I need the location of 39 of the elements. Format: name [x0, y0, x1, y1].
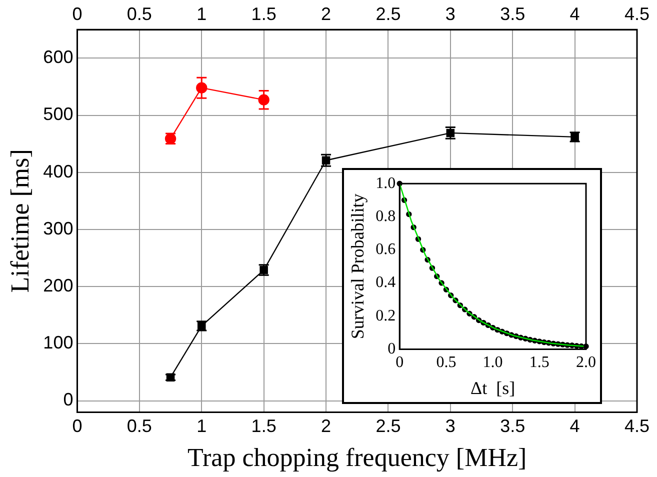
x2-tick-label: 2 — [321, 4, 332, 24]
y-tick-label: 0.4 — [376, 274, 396, 292]
x-axis-title: Δt [s] — [470, 378, 516, 398]
y-tick-label: 0 — [388, 340, 396, 358]
x2-tick-label: 2.5 — [376, 4, 401, 24]
x-tick-label: 3 — [445, 416, 456, 436]
y-tick-label: 0.8 — [376, 208, 396, 225]
x-tick-label: 0.5 — [126, 416, 152, 436]
x-tick-label: 1.5 — [529, 354, 550, 372]
x-tick-label: 4.5 — [624, 416, 650, 436]
x-tick-label: 0.5 — [436, 354, 456, 372]
y-tick-label: 600 — [43, 47, 74, 68]
x2-tick-label: 4 — [570, 4, 580, 24]
y-tick-label: 300 — [43, 218, 74, 238]
x-tick-label: 3.5 — [500, 416, 526, 436]
y-tick-label: 1.0 — [376, 174, 396, 192]
x-tick-label: 2.5 — [376, 416, 401, 436]
x-tick-label: 1 — [196, 416, 207, 436]
y-tick-label: 200 — [43, 276, 74, 296]
y-tick-label: 100 — [43, 332, 74, 353]
x-axis-title: Trap chopping frequency [MHz] — [188, 443, 527, 472]
y-axis-title: Lifetime [ms] — [5, 149, 34, 293]
x2-tick-label: 3.5 — [500, 4, 526, 24]
x2-tick-label: 3 — [445, 4, 456, 24]
y-tick-label: 0.2 — [376, 307, 396, 324]
x-tick-label: 2.0 — [576, 354, 596, 372]
x-tick-label: 4 — [570, 416, 580, 436]
y-tick-label: 400 — [43, 161, 74, 182]
x2-tick-label: 1 — [196, 4, 207, 24]
x2-tick-label: 4.5 — [624, 4, 650, 24]
y-axis-title: Survival Probability — [348, 194, 368, 340]
x-tick-label: 1.5 — [251, 416, 276, 436]
x-tick-label: 1.0 — [482, 354, 503, 372]
x-tick-label: 2 — [321, 416, 332, 436]
y-tick-label: 0 — [63, 390, 74, 410]
y-tick-label: 0.6 — [376, 241, 396, 258]
y-tick-label: 500 — [43, 104, 74, 124]
x2-tick-label: 1.5 — [251, 4, 276, 24]
x2-tick-label: 0.5 — [126, 4, 152, 24]
